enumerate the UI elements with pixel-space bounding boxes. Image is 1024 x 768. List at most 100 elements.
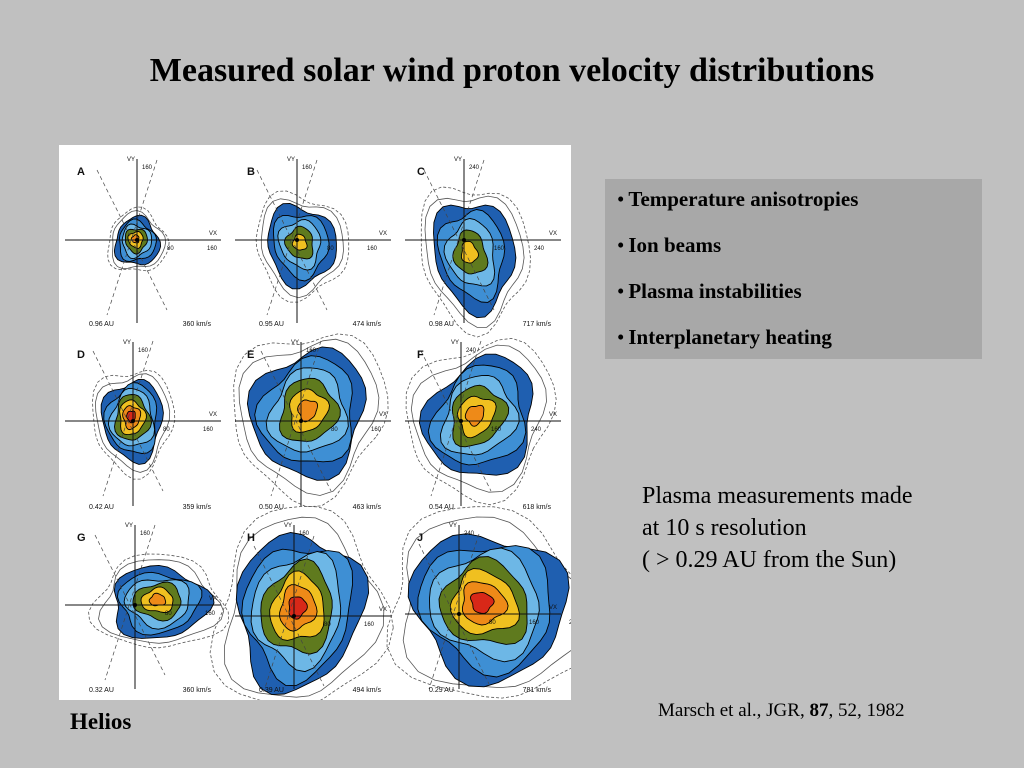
origin-dot	[459, 419, 463, 423]
vy-axis-label: VY	[287, 157, 295, 163]
vy-tick-label: 160	[302, 165, 313, 171]
contour-envelope	[209, 505, 394, 700]
contour-envelope	[88, 553, 230, 649]
topic-item: • Plasma instabilities	[617, 279, 982, 303]
vx-tick-label: 160	[371, 427, 382, 433]
radial-guide	[418, 543, 490, 685]
vx-tick-label: 160	[494, 246, 505, 252]
radial-guide	[256, 169, 328, 311]
topic-text: Interplanetary heating	[628, 325, 832, 349]
radial-guide	[263, 535, 315, 692]
radial-guide	[266, 159, 318, 316]
contour-envelope	[260, 198, 344, 299]
vy-tick-label: 160	[299, 531, 310, 537]
vy-axis-label: VY	[284, 523, 292, 529]
panel-speed: 360 km/s	[183, 321, 212, 328]
contour-envelope	[238, 338, 380, 496]
vx-axis-label: VX	[209, 596, 217, 602]
panel-e: E VY 160 VX 80 160 0.50 AU 463 km/s	[233, 333, 391, 511]
vx-axis-label: VX	[209, 231, 217, 237]
bullet-icon: •	[617, 187, 625, 211]
panel-letter: H	[247, 532, 255, 544]
vx-axis-label: VX	[379, 231, 387, 237]
panel-letter: E	[247, 349, 254, 361]
panel-j: J VY 240 VX 80 160 240 0.29 AU 781 km/s	[386, 506, 571, 699]
panel-distance: 0.96 AU	[89, 321, 114, 328]
contour-envelope	[420, 186, 531, 338]
contour-plot-grid: A VY 160 VX 80 160 0.96 AU 360 km/s B VY 160 VX 80 16…	[65, 157, 571, 700]
contour-envelope	[255, 190, 350, 303]
radial-guide	[433, 159, 485, 316]
origin-dot	[462, 238, 466, 242]
bullet-icon: •	[617, 325, 625, 349]
vy-axis-label: VY	[291, 340, 299, 346]
contour-envelope	[410, 344, 547, 493]
origin-dot	[299, 419, 303, 423]
origin-dot	[133, 603, 137, 607]
radial-guide	[94, 534, 166, 676]
vx-tick-label: 240	[534, 246, 545, 252]
vy-tick-label: 160	[138, 348, 149, 354]
panel-speed: 360 km/s	[183, 687, 212, 694]
panel-distance: 0.50 AU	[259, 504, 284, 511]
contour-level	[460, 240, 479, 264]
vx-tick-label: 160	[203, 427, 214, 433]
radial-guide	[96, 169, 168, 311]
vx-axis-label: VX	[549, 605, 557, 611]
radial-guide	[430, 340, 482, 497]
vx-tick-label: 80	[163, 427, 170, 433]
radial-guide	[423, 169, 495, 311]
topic-text: Ion beams	[628, 233, 722, 257]
vy-tick-label: 240	[466, 348, 477, 354]
vy-axis-label: VY	[125, 523, 133, 529]
citation-pages-year: , 52, 1982	[828, 700, 905, 721]
measurement-notes: Plasma measurements made at 10 s resolut…	[642, 480, 913, 576]
vx-tick-label: 80	[167, 246, 174, 252]
vy-tick-label: 240	[464, 531, 475, 537]
vx-tick-label: 80	[327, 246, 334, 252]
radial-guide	[428, 533, 480, 690]
origin-dot	[457, 612, 461, 616]
origin-dot	[131, 419, 135, 423]
panel-letter: A	[77, 166, 85, 178]
panel-speed: 618 km/s	[523, 504, 552, 511]
vy-axis-label: VY	[449, 523, 457, 529]
vx-tick-label: 240	[531, 427, 542, 433]
panel-c: C VY 240 VX 160 240 0.98 AU 717 km/s	[405, 157, 561, 338]
vy-tick-label: 160	[142, 165, 153, 171]
contour-envelope	[112, 210, 167, 270]
figure-label: Helios	[70, 709, 132, 734]
panel-letter: G	[77, 532, 86, 544]
topic-item: • Ion beams	[617, 233, 982, 257]
panel-speed: 463 km/s	[353, 504, 382, 511]
radial-guide	[270, 340, 322, 497]
vy-axis-label: VY	[123, 340, 131, 346]
panel-b: B VY 160 VX 80 160 0.95 AU 474 km/s	[235, 157, 391, 328]
vx-tick-label: 240	[569, 620, 571, 626]
contour-envelope	[405, 337, 557, 506]
contour-envelope	[424, 195, 525, 328]
radial-guide	[104, 524, 156, 681]
vy-axis-label: VY	[454, 157, 462, 163]
vx-tick-label: 160	[205, 611, 216, 617]
vy-axis-label: VY	[451, 340, 459, 346]
topics-list: • Temperature anisotropies • Ion beams • Pl…	[605, 179, 982, 349]
panel-speed: 474 km/s	[353, 321, 382, 328]
radial-guide	[102, 340, 154, 497]
vy-tick-label: 160	[140, 531, 151, 537]
panel-letter: B	[247, 166, 255, 178]
contour-envelope	[107, 206, 170, 272]
vx-axis-label: VX	[549, 231, 557, 237]
vx-tick-label: 160	[491, 427, 502, 433]
note-line: at 10 s resolution	[642, 515, 807, 541]
citation-authors: Marsch et al., JGR,	[658, 700, 810, 721]
panel-speed: 717 km/s	[523, 321, 552, 328]
topic-item: • Interplanetary heating	[617, 325, 982, 349]
panel-distance: 0.32 AU	[89, 687, 114, 694]
origin-dot	[292, 614, 296, 618]
panel-distance: 0.29 AU	[429, 687, 454, 694]
radial-guide	[253, 545, 325, 687]
vx-axis-label: VX	[549, 412, 557, 418]
panel-distance: 0.95 AU	[259, 321, 284, 328]
bullet-icon: •	[617, 233, 625, 257]
